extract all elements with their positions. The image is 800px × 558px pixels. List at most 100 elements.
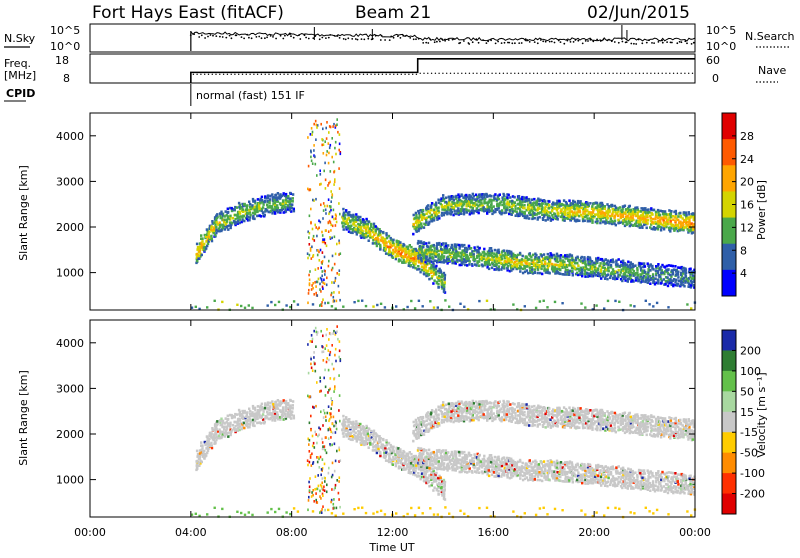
power-cell (291, 203, 293, 206)
power-cell (659, 226, 661, 229)
nsearch-point (289, 33, 291, 35)
nsearch-point (264, 37, 266, 39)
velocity-cell (376, 444, 378, 447)
nave-point (488, 73, 489, 74)
power-cell (625, 269, 627, 272)
nave-point (665, 73, 666, 74)
velocity-cell (201, 461, 203, 464)
nave-point (578, 73, 579, 74)
power-cell (654, 221, 656, 224)
power-cell (417, 240, 419, 243)
date-title: 02/Jun/2015 (587, 3, 690, 23)
nave-point (669, 73, 670, 74)
nave-point (499, 73, 500, 74)
power-cell (626, 275, 628, 278)
nave-point (537, 73, 538, 74)
power-cell (196, 248, 198, 251)
power-cell (514, 201, 516, 204)
power-cell (309, 215, 311, 218)
power-cell (508, 258, 510, 261)
nave-point (609, 73, 610, 74)
power-cell (322, 298, 324, 301)
power-cell (437, 283, 439, 286)
nave-point (223, 74, 224, 75)
nsearch-point (540, 39, 542, 41)
power-cell (362, 218, 364, 221)
velocity-cell (248, 408, 250, 411)
power-cell (490, 258, 492, 261)
power-cell (466, 251, 468, 254)
velocity-heatmap (191, 325, 696, 518)
power-cell (322, 234, 324, 237)
power-cell (553, 212, 555, 215)
power-cell (483, 206, 485, 209)
power-cell (490, 247, 492, 250)
power-cell (541, 263, 543, 266)
power-cell (321, 304, 323, 307)
power-cell (433, 244, 435, 247)
power-cell (465, 205, 467, 208)
nave-point (631, 73, 632, 74)
nave-point (329, 74, 330, 75)
nsearch-point (653, 42, 655, 44)
power-cell (517, 254, 519, 257)
power-cell (548, 215, 550, 218)
power-cell (252, 212, 254, 215)
power-cell (636, 267, 638, 270)
nsearch-point (575, 39, 577, 41)
power-cell (490, 195, 492, 198)
power-cell (607, 273, 609, 276)
velocity-cell (277, 399, 279, 402)
nave-point (227, 74, 228, 75)
power-cell (469, 213, 471, 216)
y-tick-label: 2000 (56, 221, 84, 234)
power-cell (599, 215, 601, 218)
nsearch-point (397, 35, 399, 37)
power-cell (546, 306, 548, 308)
power-cell (344, 217, 346, 220)
power-cell (636, 206, 638, 209)
power-cell (667, 219, 669, 222)
velocity-cell (283, 399, 285, 402)
power-cell (205, 247, 207, 250)
nave-point (333, 74, 334, 75)
nave-point (355, 74, 356, 75)
power-cell (322, 217, 324, 220)
nsearch-point (441, 38, 443, 40)
velocity-cell (377, 435, 379, 438)
nsearch-point (666, 41, 668, 43)
power-cell (328, 260, 330, 263)
nsearch-point (290, 35, 292, 37)
nsearch-point (328, 37, 330, 39)
nave-point (231, 74, 232, 75)
power-cell (659, 214, 661, 217)
velocity-cell (415, 464, 417, 467)
power-cell (336, 118, 338, 121)
power-cell (639, 221, 641, 224)
power-cell (417, 257, 419, 260)
velocity-cell (266, 411, 268, 414)
colorbar-tick-label: 20 (740, 176, 754, 189)
velocity-cell (367, 433, 369, 436)
power-cell (410, 255, 412, 258)
power-cell (201, 254, 203, 257)
nsearch-point (339, 37, 341, 39)
power-cell (426, 217, 428, 220)
nave-point (473, 73, 474, 74)
velocity-cell (377, 448, 379, 451)
velocity-cell (243, 427, 245, 430)
power-cell (465, 194, 467, 197)
power-cell (586, 272, 588, 275)
power-cell (478, 196, 480, 199)
nsearch-point (554, 42, 556, 44)
velocity-cell (264, 421, 266, 424)
power-cell (523, 204, 525, 207)
cpid-label: CPID (6, 87, 35, 100)
nsearch-point (459, 42, 461, 44)
power-cell (675, 210, 677, 213)
power-cell (451, 244, 453, 247)
power-cell (315, 226, 317, 229)
power-cell (529, 211, 531, 214)
power-cell (692, 274, 694, 277)
power-cell (267, 194, 269, 197)
